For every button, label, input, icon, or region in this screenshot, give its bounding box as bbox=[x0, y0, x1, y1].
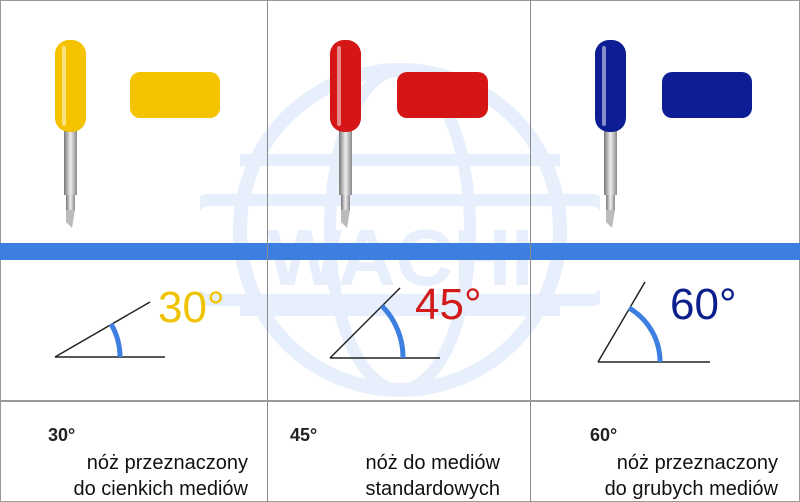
description-line: standardowych bbox=[365, 478, 500, 500]
angle-label-30: 30° bbox=[158, 283, 225, 332]
blade-blue bbox=[595, 40, 626, 228]
accent-band bbox=[0, 243, 800, 260]
description-text: nóż przeznaczony do cienkich mediów bbox=[20, 450, 248, 502]
angle-45-diagram bbox=[329, 287, 440, 359]
watermark-globe-logo: WACHI bbox=[200, 63, 600, 397]
description-angle: 45° bbox=[290, 425, 318, 445]
angle-label-60: 60° bbox=[670, 280, 737, 329]
description-line: nóż do mediów bbox=[365, 452, 500, 474]
color-swatch-red bbox=[397, 72, 488, 118]
color-swatch-blue bbox=[662, 72, 752, 118]
description-text: nóż do mediów standardowych bbox=[280, 450, 500, 502]
description-angle: 30° bbox=[48, 425, 76, 445]
description-line: do cienkich mediów bbox=[73, 478, 248, 500]
angle-30-diagram bbox=[54, 301, 165, 358]
description-line: nóż przeznaczony bbox=[616, 452, 778, 474]
row-divider bbox=[0, 400, 800, 402]
angle-label-45: 45° bbox=[415, 280, 482, 329]
blades-illustration bbox=[55, 40, 752, 228]
description-line: do grubych mediów bbox=[604, 478, 778, 500]
column-divider bbox=[267, 0, 268, 502]
blade-red bbox=[330, 40, 361, 228]
blade-yellow bbox=[55, 40, 86, 228]
description-line: nóż przeznaczony bbox=[86, 452, 248, 474]
column-divider bbox=[530, 0, 531, 502]
color-swatch-yellow bbox=[130, 72, 220, 118]
angle-diagrams bbox=[54, 281, 710, 363]
description-angle: 60° bbox=[590, 425, 618, 445]
angle-60-diagram bbox=[597, 281, 710, 363]
description-text: nóż przeznaczony do grubych mediów bbox=[540, 450, 778, 502]
